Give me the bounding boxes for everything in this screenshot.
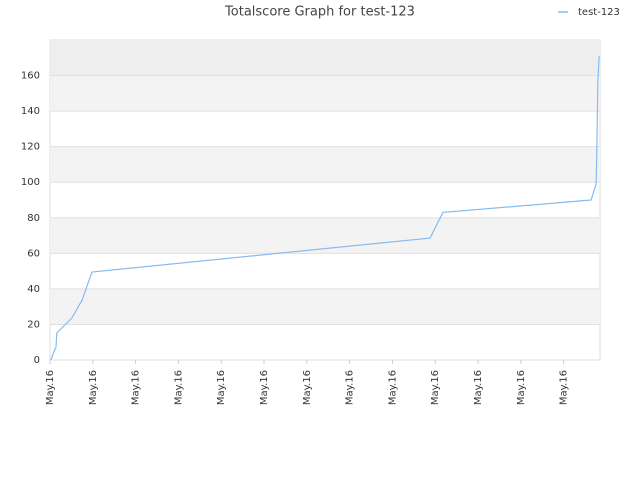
plot-band	[50, 75, 600, 112]
x-tick-label: May.16	[345, 370, 356, 405]
y-tick-label: 80	[27, 213, 40, 224]
y-tick-label: 40	[27, 284, 40, 295]
y-tick-label: 20	[27, 319, 40, 330]
y-tick-label: 120	[21, 142, 40, 153]
series-line	[50, 55, 600, 361]
plot-band	[50, 288, 600, 325]
x-tick-label: May.16	[88, 370, 99, 405]
x-tick-label: May.16	[45, 370, 56, 405]
x-tick-label: May.16	[387, 370, 398, 405]
y-tick-label: 60	[27, 248, 40, 259]
x-tick-label: May.16	[131, 370, 142, 405]
x-tick-label: May.16	[430, 370, 441, 405]
plot-band	[50, 40, 600, 76]
x-tick-label: May.16	[216, 370, 227, 405]
x-tick-label: May.16	[473, 370, 484, 405]
x-tick-label: May.16	[559, 370, 570, 405]
legend-label: test-123	[578, 7, 620, 18]
chart-title: Totalscore Graph for test-123	[224, 5, 415, 20]
y-tick-label: 0	[34, 355, 40, 366]
y-tick-label: 100	[21, 177, 40, 188]
x-tick-label: May.16	[516, 370, 527, 405]
x-tick-label: May.16	[259, 370, 270, 405]
x-tick-label: May.16	[173, 370, 184, 405]
y-tick-label: 160	[21, 71, 40, 82]
plot-band	[50, 217, 600, 254]
plot-band	[50, 146, 600, 183]
y-tick-label: 140	[21, 106, 40, 117]
x-tick-label: May.16	[302, 370, 313, 405]
